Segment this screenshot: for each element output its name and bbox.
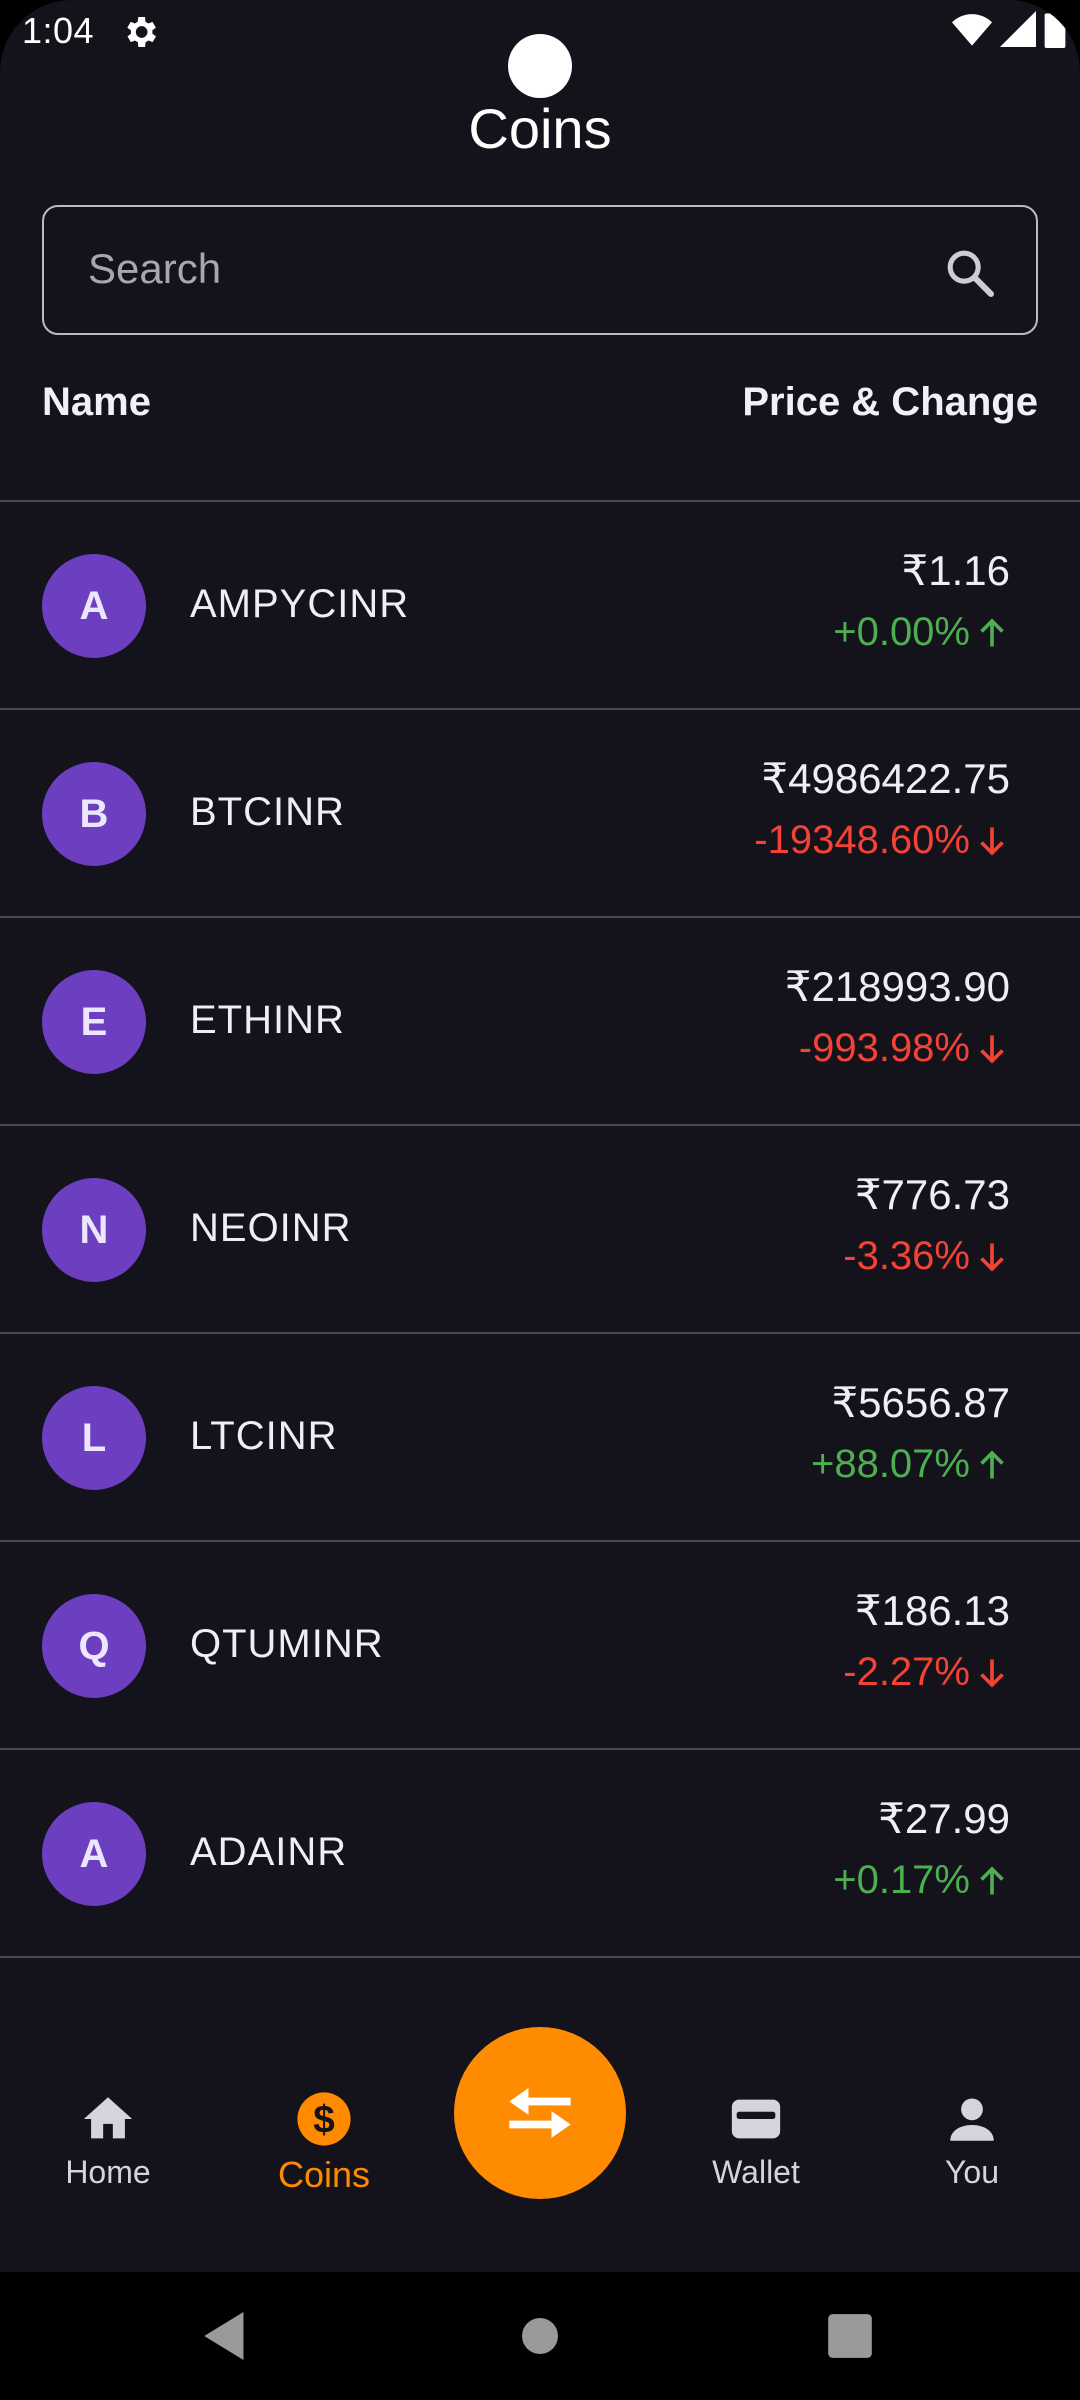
coin-row[interactable]: E ETHINR ₹218993.90 -993.98% (0, 918, 1080, 1126)
coin-symbol: BTCINR (190, 790, 345, 834)
coin-change-value: +0.00% (833, 610, 970, 654)
search-input[interactable]: Search (42, 205, 1038, 335)
coin-row[interactable]: L LTCINR ₹5656.87 +88.07% (0, 1334, 1080, 1542)
arrow-down-icon (980, 827, 1004, 856)
coin-price: ₹218993.90 (784, 963, 1010, 1010)
coin-price: ₹5656.87 (831, 1379, 1010, 1426)
coin-change: -993.98% (799, 1026, 1010, 1071)
column-header-price-change: Price & Change (742, 380, 1038, 424)
coin-price: ₹4986422.75 (761, 755, 1010, 802)
signal-icon (1000, 11, 1036, 47)
coin-change-value: -2.27% (843, 1650, 970, 1694)
dollar-coin-icon: $ (297, 2092, 351, 2146)
coin-avatar: B (42, 762, 146, 866)
arrow-up-icon (980, 1865, 1004, 1894)
nav-item-coins[interactable]: $ Coins (244, 2090, 404, 2196)
search-placeholder: Search (88, 245, 222, 292)
swap-fab-button[interactable] (454, 2027, 626, 2199)
coin-symbol: ADAINR (190, 1830, 348, 1874)
coin-avatar: L (42, 1386, 146, 1490)
coin-change: +88.07% (811, 1442, 1010, 1487)
coin-change: -3.36% (843, 1234, 1010, 1279)
coin-row[interactable]: A AMPYCINR ₹1.16 +0.00% (0, 502, 1080, 710)
coin-avatar: N (42, 1178, 146, 1282)
nav-item-wallet[interactable]: Wallet (676, 2090, 836, 2191)
status-icons (952, 10, 1066, 48)
nav-label-coins: Coins (277, 2154, 371, 2195)
status-time: 1:04 (22, 10, 95, 51)
coin-row[interactable]: B BTCINR ₹4986422.75 -19348.60% (0, 710, 1080, 918)
back-icon[interactable] (204, 2312, 248, 2360)
settings-gear-icon (127, 17, 156, 47)
coin-change-value: -3.36% (843, 1234, 970, 1278)
nav-label-wallet: Wallet (712, 2154, 800, 2190)
coin-row[interactable]: N NEOINR ₹776.73 -3.36% (0, 1126, 1080, 1334)
coin-change-value: -993.98% (798, 1026, 970, 1070)
camera-cutout (508, 34, 572, 98)
coin-change-value: +88.07% (810, 1442, 970, 1486)
coin-avatar: A (42, 1802, 146, 1906)
coin-list: A AMPYCINR ₹1.16 +0.00% B BTCINR ₹498642… (0, 500, 1080, 1958)
nav-label-home: Home (65, 2154, 151, 2190)
home-button-icon[interactable] (520, 2312, 560, 2360)
coin-change: -2.27% (843, 1650, 1010, 1695)
arrow-down-icon (980, 1243, 1004, 1272)
battery-icon (1044, 10, 1066, 48)
coin-avatar: E (42, 970, 146, 1074)
coin-change: +0.17% (833, 1858, 1010, 1903)
coin-symbol: AMPYCINR (190, 582, 410, 626)
person-icon (950, 2098, 994, 2141)
coin-change: +0.00% (833, 610, 1010, 655)
status-bar: 1:04 (0, 0, 1080, 98)
wallet-icon (731, 2099, 781, 2139)
nav-item-you[interactable]: You (892, 2090, 1052, 2191)
page-title: Coins (468, 97, 612, 160)
arrow-up-icon (980, 617, 1004, 646)
coin-price: ₹186.13 (854, 1587, 1010, 1634)
coin-change-value: +0.17% (833, 1858, 970, 1902)
coin-row[interactable]: Q QTUMINR ₹186.13 -2.27% (0, 1542, 1080, 1750)
coin-symbol: NEOINR (190, 1206, 352, 1250)
coin-change-value: -19348.60% (754, 818, 970, 862)
nav-label-you: You (945, 2154, 999, 2190)
search-icon[interactable] (942, 245, 998, 301)
coin-avatar: Q (42, 1594, 146, 1698)
coin-price: ₹776.73 (854, 1171, 1010, 1218)
wifi-icon (952, 14, 992, 46)
coin-avatar: A (42, 554, 146, 658)
coin-symbol: ETHINR (190, 998, 345, 1042)
arrow-down-icon (980, 1659, 1004, 1688)
coin-symbol: QTUMINR (190, 1622, 384, 1666)
home-icon (83, 2097, 133, 2139)
nav-item-home[interactable]: Home (28, 2090, 188, 2191)
arrow-down-icon (980, 1035, 1004, 1064)
recents-icon[interactable] (828, 2312, 872, 2360)
svg-text:$: $ (313, 2098, 335, 2141)
coin-price: ₹27.99 (878, 1795, 1010, 1842)
arrow-up-icon (980, 1449, 1004, 1478)
swap-arrows-icon (509, 2088, 571, 2138)
coin-symbol: LTCINR (190, 1414, 338, 1458)
coin-row[interactable]: A ADAINR ₹27.99 +0.17% (0, 1750, 1080, 1958)
coin-price: ₹1.16 (901, 547, 1010, 594)
list-divider (0, 500, 1080, 502)
column-header-name: Name (42, 380, 151, 424)
coin-change: -19348.60% (754, 818, 1010, 863)
system-navigation-bar (0, 2272, 1080, 2400)
